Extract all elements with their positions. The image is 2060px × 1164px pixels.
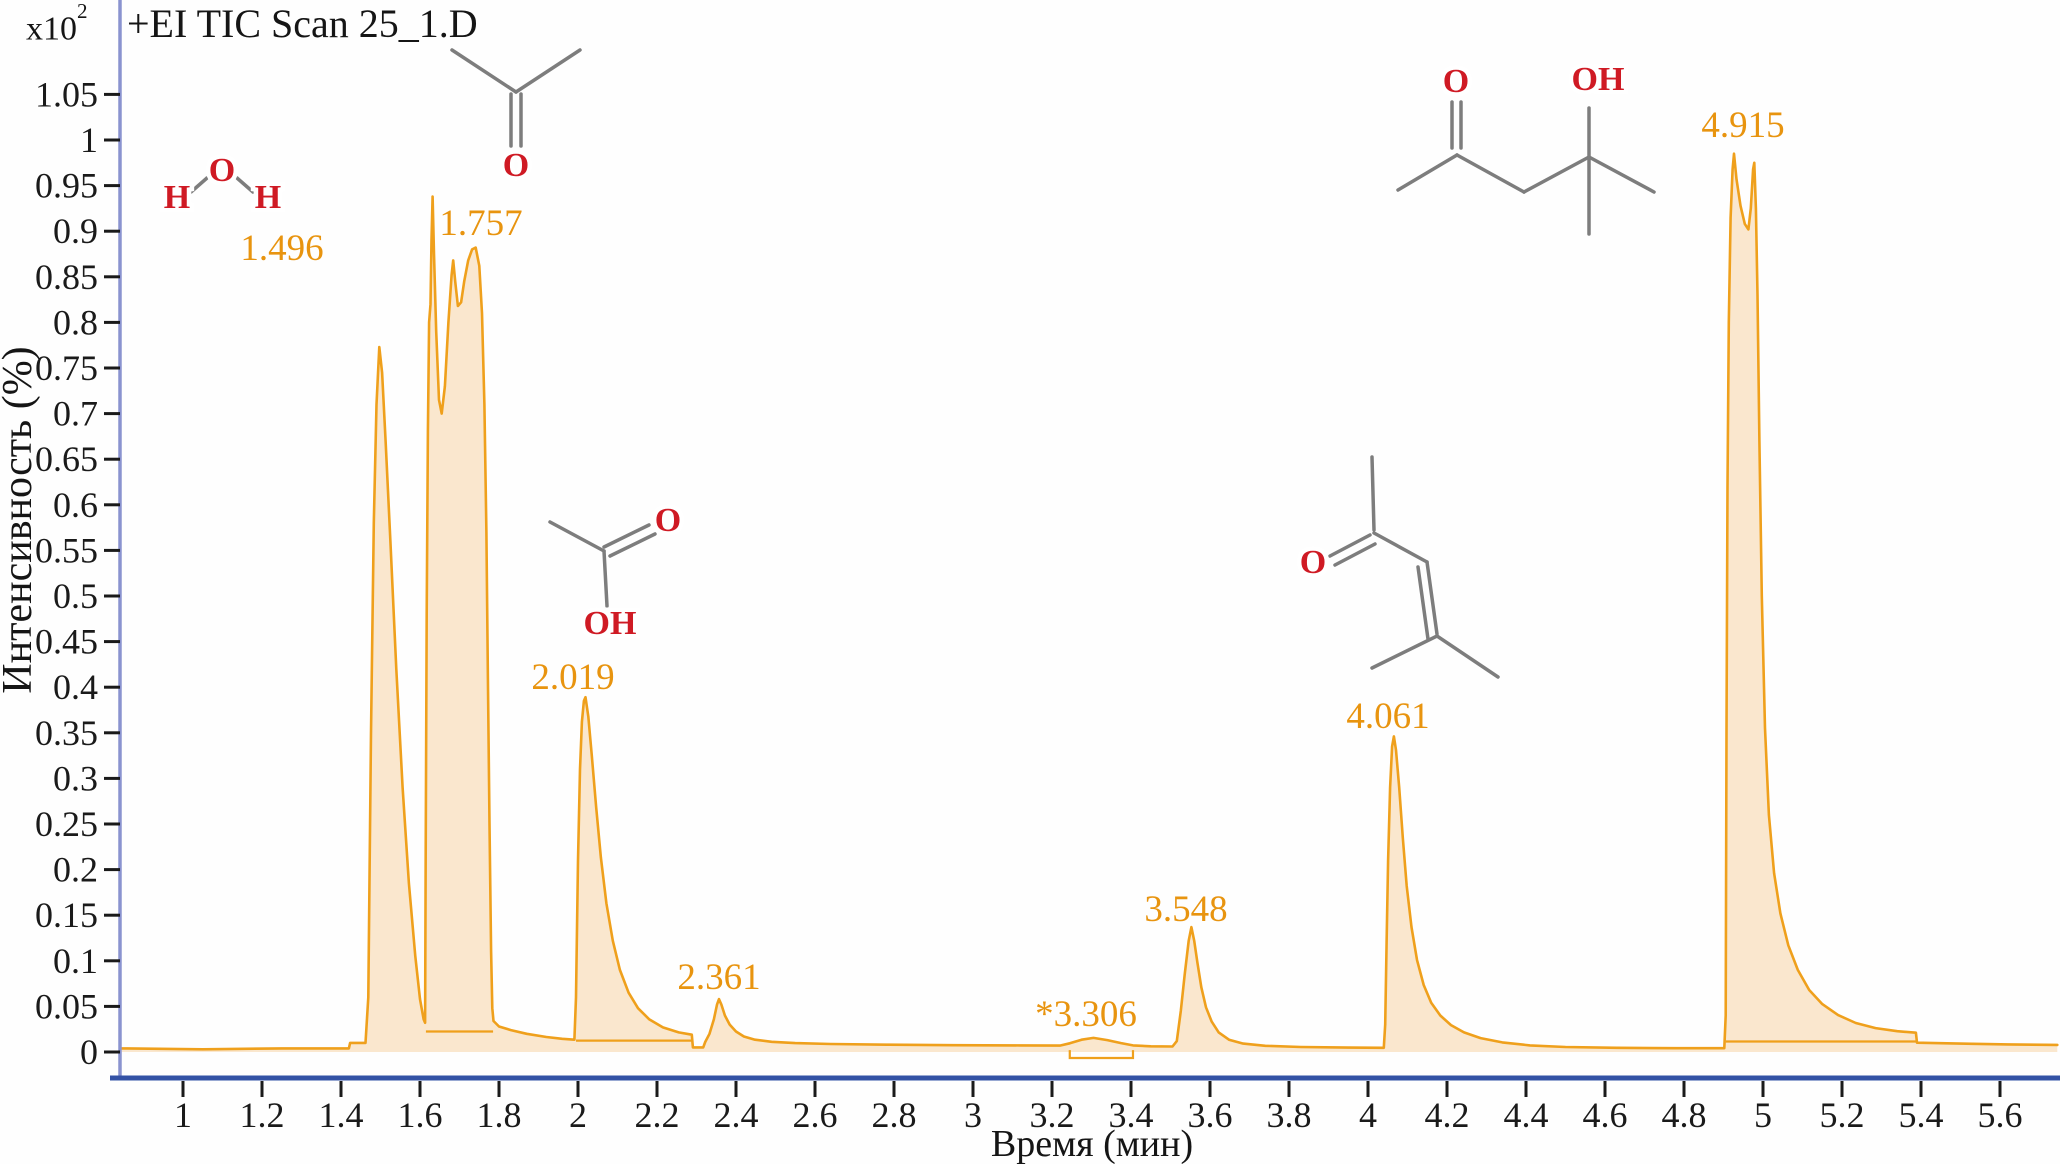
- svg-text:5.2: 5.2: [1820, 1095, 1865, 1135]
- x-axis-label: Время (мин): [990, 1123, 1194, 1164]
- svg-text:0.85: 0.85: [35, 257, 98, 297]
- svg-text:4.2: 4.2: [1425, 1095, 1470, 1135]
- peak-label-4.915: 4.915: [1701, 105, 1784, 146]
- chart-title: +EI TIC Scan 25_1.D: [127, 1, 478, 46]
- molecule-diacetone-alcohol: O OH: [1396, 57, 1656, 236]
- svg-text:3.4: 3.4: [1109, 1095, 1154, 1135]
- svg-text:4.8: 4.8: [1662, 1095, 1707, 1135]
- svg-text:3.8: 3.8: [1267, 1095, 1312, 1135]
- peak-label-2.019: 2.019: [531, 657, 614, 698]
- atom-label-H: H: [164, 179, 190, 216]
- integration-box: [1068, 1050, 1135, 1060]
- y-axis-label: Интенсивность (%): [0, 346, 41, 694]
- peak-labels: 1.496 1.757 2.019 2.361 *3.306 3.548 4.061 4.91…: [240, 105, 1784, 1035]
- svg-text:1.2: 1.2: [240, 1095, 285, 1135]
- svg-text:0.6: 0.6: [53, 485, 98, 525]
- svg-text:0.05: 0.05: [35, 986, 98, 1026]
- svg-text:1.05: 1.05: [35, 74, 98, 114]
- integration-baseline-marks: [425, 1030, 1917, 1043]
- svg-text:1.8: 1.8: [477, 1095, 522, 1135]
- peak-label-2.361: 2.361: [677, 957, 760, 998]
- svg-text:0.8: 0.8: [53, 302, 98, 342]
- svg-text:2.6: 2.6: [793, 1095, 838, 1135]
- svg-text:1: 1: [80, 120, 98, 160]
- atom-label-H: H: [255, 179, 281, 216]
- svg-text:0.1: 0.1: [53, 941, 98, 981]
- atom-label-O: O: [1443, 63, 1469, 100]
- svg-text:0.9: 0.9: [53, 211, 98, 251]
- svg-text:3: 3: [964, 1095, 982, 1135]
- svg-text:0.65: 0.65: [35, 439, 98, 479]
- svg-text:0.35: 0.35: [35, 713, 98, 753]
- peak-label-1.496: 1.496: [240, 228, 323, 269]
- svg-text:3.2: 3.2: [1030, 1095, 1075, 1135]
- svg-text:5.6: 5.6: [1978, 1095, 2023, 1135]
- svg-text:0: 0: [80, 1032, 98, 1072]
- svg-text:5.4: 5.4: [1899, 1095, 1944, 1135]
- svg-text:2.4: 2.4: [714, 1095, 759, 1135]
- svg-text:2.8: 2.8: [872, 1095, 917, 1135]
- y-scale-exponent: 2: [77, 0, 88, 23]
- peak-label-3.306: *3.306: [1035, 994, 1137, 1035]
- atom-label-OH: OH: [584, 605, 637, 642]
- svg-text:0.4: 0.4: [53, 667, 98, 707]
- svg-text:0.15: 0.15: [35, 895, 98, 935]
- molecule-mesityl-oxide: O: [1295, 455, 1500, 679]
- peak-label-4.061: 4.061: [1346, 696, 1429, 737]
- molecule-water: HOH: [159, 148, 285, 221]
- x-tick-labels: 1 1.2 1.4 1.6 1.8 2 2.2 2.4 2.6 2.8 3 3.2 3.4 3.6 3.8 4…: [174, 1081, 2023, 1135]
- y-scale-multiplier: x102: [26, 0, 88, 48]
- svg-text:0.25: 0.25: [35, 804, 98, 844]
- y-tick-labels: 0 0.05 0.1 0.15 0.2 0.25 0.3 0.35 0.4 0.45 0.5 0.55…: [35, 74, 120, 1072]
- svg-text:0.7: 0.7: [53, 394, 98, 434]
- svg-text:0.2: 0.2: [53, 850, 98, 890]
- svg-text:0.95: 0.95: [35, 166, 98, 206]
- svg-text:1.6: 1.6: [398, 1095, 443, 1135]
- svg-text:2: 2: [569, 1095, 587, 1135]
- atom-label-O: O: [209, 152, 235, 189]
- svg-text:1.4: 1.4: [319, 1095, 364, 1135]
- atom-label-O: O: [655, 502, 681, 539]
- tic-trace: [120, 152, 2059, 1051]
- svg-text:0.75: 0.75: [35, 348, 98, 388]
- molecule-acetone: O: [450, 48, 582, 189]
- peak-label-3.548: 3.548: [1144, 889, 1227, 930]
- svg-text:4.4: 4.4: [1504, 1095, 1549, 1135]
- molecule-acetic-acid: O OH: [548, 498, 686, 647]
- atom-label-O: O: [503, 147, 529, 184]
- svg-text:0.55: 0.55: [35, 530, 98, 570]
- svg-text:4: 4: [1359, 1095, 1377, 1135]
- svg-text:0.45: 0.45: [35, 622, 98, 662]
- atom-label-OH: OH: [1572, 61, 1625, 98]
- svg-text:2.2: 2.2: [635, 1095, 680, 1135]
- y-scale-base: x10: [26, 10, 77, 48]
- svg-text:1: 1: [174, 1095, 192, 1135]
- svg-text:0.5: 0.5: [53, 576, 98, 616]
- atom-label-O: O: [1300, 544, 1326, 581]
- svg-text:4.6: 4.6: [1583, 1095, 1628, 1135]
- svg-text:3.6: 3.6: [1188, 1095, 1233, 1135]
- peak-label-1.757: 1.757: [439, 203, 522, 244]
- svg-text:5: 5: [1754, 1095, 1772, 1135]
- svg-text:0.3: 0.3: [53, 758, 98, 798]
